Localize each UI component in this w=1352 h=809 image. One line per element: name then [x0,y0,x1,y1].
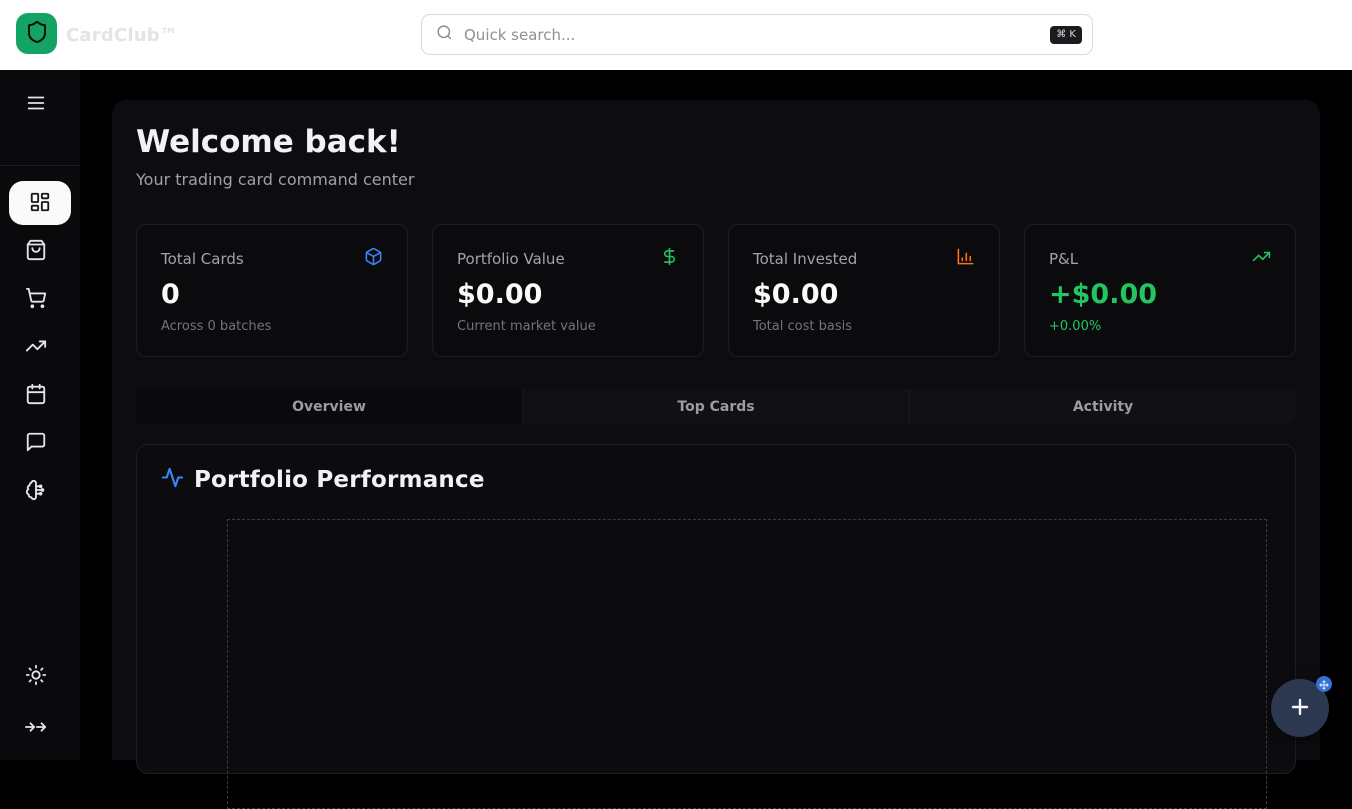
search-input[interactable] [464,25,1051,44]
sidebar-item-cart[interactable] [14,277,58,321]
stat-card-portfolio-value: Portfolio Value $0.00 Current market val… [432,224,704,357]
sidebar-menu-button[interactable] [14,82,58,126]
brand-name: CardClub™ [66,24,178,46]
tab-top-cards[interactable]: Top Cards [522,389,909,424]
search-icon [436,24,453,45]
message-square-icon [25,431,47,456]
top-header: CardClub™ ⌘ K [0,0,1352,70]
stats-row: Total Cards 0 Across 0 batches Portfolio… [136,224,1296,357]
shopping-cart-icon [25,287,47,312]
stat-label: Total Invested [753,249,858,268]
stat-value: $0.00 [457,279,543,310]
page-title: Welcome back! [136,124,401,160]
fab-move-handle[interactable] [1316,676,1332,692]
stat-label: P&L [1049,249,1079,268]
layout-dashboard-icon [29,191,51,216]
sun-icon [25,664,47,689]
trending-up-icon [25,335,47,360]
sidebar-item-ai[interactable] [14,469,58,513]
stat-subtext: Across 0 batches [161,319,272,334]
stat-value: +$0.00 [1049,279,1158,310]
sidebar-item-dashboard[interactable] [9,181,71,225]
bar-chart-icon [956,247,975,270]
app-logo[interactable] [16,13,57,54]
theme-toggle-button[interactable] [14,654,58,698]
move-icon [1319,675,1329,694]
stat-label: Portfolio Value [457,249,565,268]
sidebar-divider [0,165,80,166]
stat-subtext: +0.00% [1049,319,1102,334]
dollar-icon [660,247,679,270]
sidebar-item-messages[interactable] [14,421,58,465]
stat-card-total-cards: Total Cards 0 Across 0 batches [136,224,408,357]
sidebar [0,70,80,760]
page-subtitle: Your trading card command center [136,170,415,189]
double-arrow-right-icon [25,716,47,741]
sidebar-item-shop[interactable] [14,229,58,273]
sidebar-item-calendar[interactable] [14,373,58,417]
search-bar[interactable]: ⌘ K [421,14,1093,55]
shopping-bag-icon [25,239,47,264]
plus-icon [1288,695,1312,722]
stat-card-total-invested: Total Invested $0.00 Total cost basis [728,224,1000,357]
stat-subtext: Total cost basis [753,319,852,334]
main-panel: Welcome back! Your trading card command … [112,100,1320,809]
shield-icon [25,20,49,48]
stat-card-pnl: P&L +$0.00 +0.00% [1024,224,1296,357]
empty-chart-placeholder [227,519,1267,809]
tab-overview[interactable]: Overview [136,389,522,424]
stat-subtext: Current market value [457,319,596,334]
hamburger-menu-icon [25,92,47,117]
brain-circuit-icon [25,479,47,504]
package-icon [364,247,383,270]
sidebar-expand-button[interactable] [14,706,58,750]
calendar-icon [25,383,47,408]
section-title: Portfolio Performance [194,466,485,493]
keyboard-shortcut-badge: ⌘ K [1050,25,1082,44]
stat-value: 0 [161,279,180,310]
activity-icon [161,466,184,493]
stat-value: $0.00 [753,279,839,310]
tab-bar: Overview Top Cards Activity [136,389,1296,424]
stat-label: Total Cards [161,249,244,268]
portfolio-performance-card: Portfolio Performance [136,444,1296,809]
trending-up-icon [1252,247,1271,270]
tab-activity[interactable]: Activity [909,389,1296,424]
sidebar-item-trends[interactable] [14,325,58,369]
